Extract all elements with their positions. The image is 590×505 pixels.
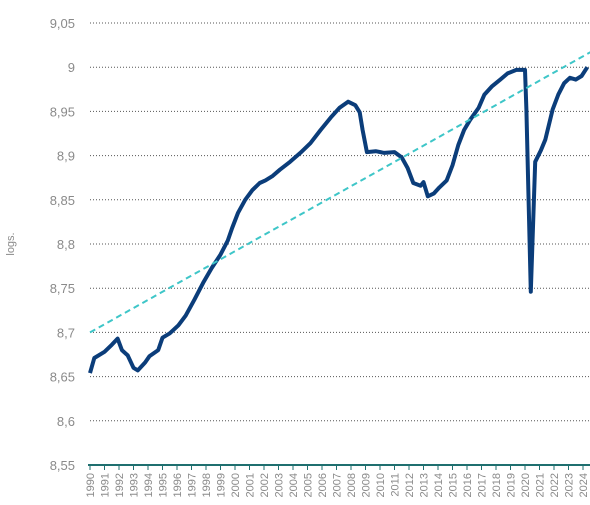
y-tick-label: 8,65 xyxy=(50,370,75,385)
line-series xyxy=(89,51,590,334)
x-tick-label: 1998 xyxy=(201,473,213,497)
x-tick-label: 2015 xyxy=(448,473,460,497)
y-tick-label: 8,7 xyxy=(57,325,75,340)
y-tick-label: 8,95 xyxy=(50,104,75,119)
x-tick-label: 2008 xyxy=(346,473,358,497)
x-tick-label: 2009 xyxy=(361,473,373,497)
x-tick-label: 1994 xyxy=(143,473,155,497)
x-tick-label: 2022 xyxy=(549,473,561,497)
x-tick-label: 2006 xyxy=(317,473,329,497)
y-tick-label: 8,6 xyxy=(57,414,75,429)
x-tick-label: 2003 xyxy=(274,473,286,497)
x-tick-label: 2016 xyxy=(462,473,474,497)
x-tick-label: 2002 xyxy=(259,473,271,497)
x-tick-label: 2020 xyxy=(520,473,532,497)
y-tick-label: 8,85 xyxy=(50,193,75,208)
x-tick-label: 1997 xyxy=(187,473,199,497)
y-axis-label: logs. xyxy=(5,232,17,255)
x-tick-label: 1991 xyxy=(100,473,112,497)
x-tick-label: 2019 xyxy=(506,473,518,497)
x-tick-label: 2017 xyxy=(477,473,489,497)
x-tick-label: 1999 xyxy=(216,473,228,497)
x-tick-label: 2011 xyxy=(390,473,402,497)
x-tick-label: 1996 xyxy=(172,473,184,497)
x-tick-label: 2010 xyxy=(375,473,387,497)
x-tick-label: 1990 xyxy=(85,473,97,497)
x-tick-label: 2001 xyxy=(245,473,257,497)
x-tick-label: 1992 xyxy=(114,473,126,497)
x-tick-label: 2005 xyxy=(303,473,315,497)
x-tick-label: 2018 xyxy=(491,473,503,497)
x-tick-label: 1993 xyxy=(129,473,141,497)
y-tick-label: 8,9 xyxy=(57,149,75,164)
y-tick-label: 8,8 xyxy=(57,237,75,252)
line-series xyxy=(88,66,589,374)
x-tick-label: 2007 xyxy=(332,473,344,497)
x-tick-label: 2013 xyxy=(419,473,431,497)
x-tick-label: 2012 xyxy=(404,473,416,497)
x-tick-label: 2021 xyxy=(535,473,547,497)
y-tick-label: 8,75 xyxy=(50,281,75,296)
x-tick-label: 2023 xyxy=(564,473,576,497)
x-tick-label: 2004 xyxy=(288,473,300,497)
y-tick-label: 9,05 xyxy=(50,16,75,31)
x-tick-label: 2014 xyxy=(433,473,445,497)
y-tick-label: 8,55 xyxy=(50,458,75,473)
y-tick-label: 9 xyxy=(68,60,75,75)
x-tick-label: 2024 xyxy=(578,473,590,497)
x-tick-label: 1995 xyxy=(158,473,170,497)
x-tick-label: 2000 xyxy=(230,473,242,497)
